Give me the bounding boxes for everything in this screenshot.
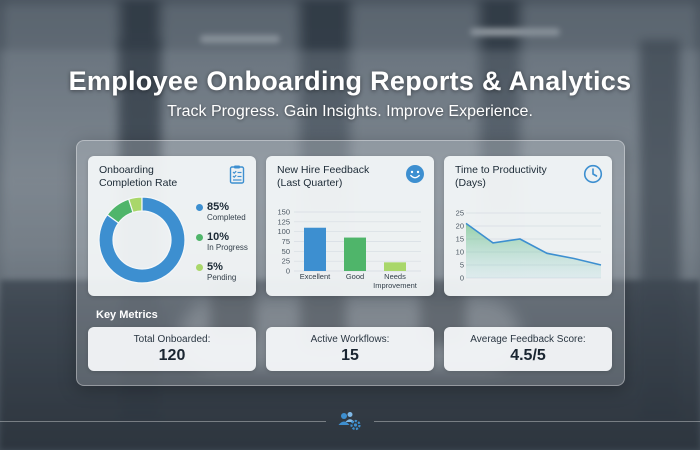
x-label-needs: Needs xyxy=(384,272,406,281)
metric-label: Average Feedback Score: xyxy=(470,334,586,345)
bar-good xyxy=(344,237,366,271)
page-title: Employee Onboarding Reports & Analytics xyxy=(68,66,632,96)
metric-label: Active Workflows: xyxy=(310,334,390,345)
footer-divider-right xyxy=(374,421,700,422)
bar-excellent xyxy=(304,227,326,271)
feedback-bar-chart: 150 125 100 75 50 25 0 Excellent Good Ne… xyxy=(277,208,421,290)
legend-dot xyxy=(196,264,203,271)
metric-active-workflows[interactable]: Active Workflows: 15 xyxy=(266,327,434,371)
series-line xyxy=(465,222,602,266)
feedback-card-title: New Hire Feedback (Last Quarter) xyxy=(277,164,369,189)
y-tick: 25 xyxy=(282,257,290,266)
completion-rate-card[interactable]: Onboarding Completion Rate 85% Completed… xyxy=(88,156,256,296)
completion-title-line2: Completion Rate xyxy=(99,176,178,189)
bar-needs-improvement xyxy=(384,262,406,271)
y-tick: 20 xyxy=(456,222,464,231)
metric-value: 4.5/5 xyxy=(510,347,546,364)
productivity-area-chart: 25 20 15 10 5 0 xyxy=(456,209,602,283)
feedback-title-line2: (Last Quarter) xyxy=(277,176,343,189)
smiley-face-icon xyxy=(406,165,424,183)
legend-pct: 85% xyxy=(207,201,230,213)
metric-value: 15 xyxy=(341,347,359,364)
y-tick: 10 xyxy=(456,248,464,257)
y-tick: 0 xyxy=(460,274,464,283)
legend-item-pending: 5% Pending xyxy=(196,261,248,291)
legend-pct: 10% xyxy=(207,231,230,243)
productivity-title-line2: (Days) xyxy=(455,176,486,189)
completion-donut-chart xyxy=(98,196,186,284)
clock-icon xyxy=(583,164,603,184)
legend-item-completed: 85% Completed xyxy=(196,201,248,231)
y-tick: 15 xyxy=(456,235,464,244)
key-metrics-heading: Key Metrics xyxy=(96,309,158,321)
x-label-good: Good xyxy=(346,272,364,281)
metric-label: Total Onboarded: xyxy=(133,334,211,345)
productivity-card-title: Time to Productivity (Days) xyxy=(455,164,547,189)
y-tick: 75 xyxy=(282,237,290,246)
feedback-card[interactable]: New Hire Feedback (Last Quarter) 150 125… xyxy=(266,156,434,296)
page-subtitle: Track Progress. Gain Insights. Improve E… xyxy=(167,103,533,120)
legend-dot xyxy=(196,204,203,211)
legend-pct: 5% xyxy=(207,261,223,273)
clipboard-checklist-icon xyxy=(229,165,245,184)
y-tick: 0 xyxy=(286,267,290,276)
completion-title-line1: Onboarding xyxy=(99,164,154,176)
x-label-excellent: Excellent xyxy=(300,272,331,281)
y-tick: 150 xyxy=(277,208,290,217)
area-fill xyxy=(466,223,601,278)
team-settings-icon xyxy=(338,412,361,431)
metric-value: 120 xyxy=(158,347,186,364)
legend-label: In Progress xyxy=(207,243,248,252)
donut-slice-completed xyxy=(98,196,186,284)
legend-dot xyxy=(196,234,203,241)
y-tick: 125 xyxy=(277,217,290,226)
y-tick: 25 xyxy=(456,209,464,218)
legend-label: Pending xyxy=(207,273,237,282)
footer-divider-left xyxy=(0,421,326,422)
x-label-improvement: Improvement xyxy=(373,281,418,290)
legend-item-in-progress: 10% In Progress xyxy=(196,231,248,261)
productivity-title-line1: Time to Productivity xyxy=(455,164,547,176)
feedback-title-line1: New Hire Feedback xyxy=(277,164,370,176)
legend-label: Completed xyxy=(207,213,246,222)
completion-legend: 85% Completed 10% In Progress 5% Pending xyxy=(196,201,248,291)
metric-average-feedback[interactable]: Average Feedback Score: 4.5/5 xyxy=(444,327,612,371)
y-tick: 50 xyxy=(282,247,290,256)
metric-total-onboarded[interactable]: Total Onboarded: 120 xyxy=(88,327,256,371)
y-tick: 5 xyxy=(460,261,464,270)
productivity-card[interactable]: Time to Productivity (Days) 25 20 15 10 … xyxy=(444,156,612,296)
completion-card-title: Onboarding Completion Rate xyxy=(99,164,177,189)
y-tick: 100 xyxy=(277,227,290,236)
